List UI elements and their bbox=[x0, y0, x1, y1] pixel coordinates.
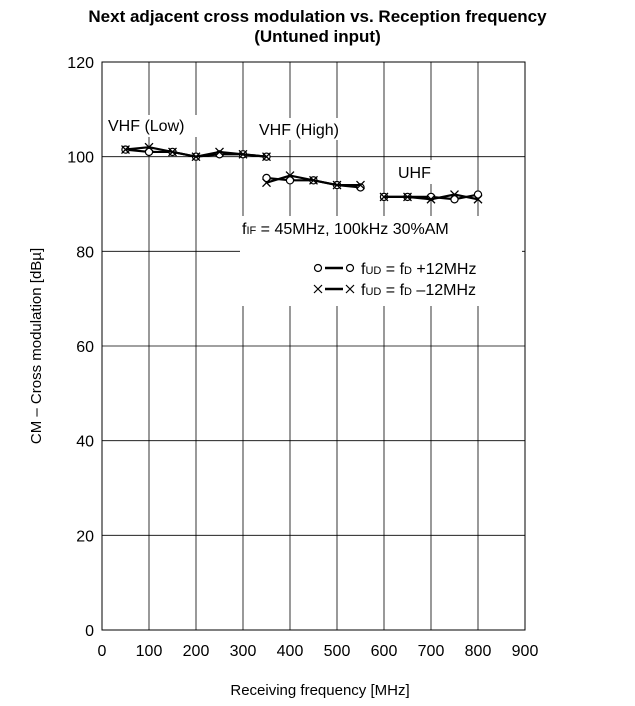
data-point-circle bbox=[144, 147, 154, 157]
data-point-x bbox=[191, 152, 201, 162]
grid-lines bbox=[102, 62, 525, 630]
y-tick-label: 80 bbox=[76, 244, 94, 261]
data-point-x bbox=[215, 147, 224, 157]
if-annotation: fIF = 45MHz, 100kHz 30%AM bbox=[242, 221, 449, 238]
data-point-x bbox=[450, 190, 459, 199]
data-point-x bbox=[356, 180, 365, 190]
data-point-circle bbox=[473, 190, 483, 199]
x-axis-label: Receiving frequency [MHz] bbox=[230, 682, 409, 699]
series-minus-12mhz bbox=[121, 142, 483, 204]
series-group bbox=[121, 142, 483, 204]
x-tick-label: 100 bbox=[136, 643, 163, 660]
tick-labels: 0 100 200 300 400 500 600 700 800 900 0 20 40 60 80 100… bbox=[67, 55, 538, 660]
legend-x-marker-2 bbox=[345, 284, 355, 294]
y-tick-label: 40 bbox=[76, 434, 94, 451]
y-tick-label: 20 bbox=[76, 528, 94, 545]
legend-circle-marker-2 bbox=[345, 263, 355, 273]
data-point-x bbox=[426, 194, 436, 204]
data-point-x bbox=[379, 192, 389, 202]
x-tick-label: 300 bbox=[230, 643, 257, 660]
x-tick-label: 900 bbox=[512, 643, 539, 660]
x-tick-label: 500 bbox=[324, 643, 351, 660]
axes bbox=[101, 61, 526, 631]
x-tick-label: 400 bbox=[277, 643, 304, 660]
if-f: f bbox=[242, 221, 247, 238]
data-point-x bbox=[473, 194, 483, 204]
band-label-vhf-low: VHF (Low) bbox=[108, 118, 184, 135]
x-tick-label: 600 bbox=[371, 643, 398, 660]
y-tick-label: 0 bbox=[85, 623, 94, 640]
data-point-x bbox=[144, 142, 154, 152]
band-label-uhf: UHF bbox=[398, 165, 431, 182]
chart-title: Next adjacent cross modulation vs. Recep… bbox=[88, 7, 547, 26]
data-point-x bbox=[262, 152, 271, 162]
data-point-x bbox=[403, 192, 412, 202]
plot-border bbox=[101, 61, 526, 631]
band-label-vhf-high: VHF (High) bbox=[259, 122, 339, 139]
data-point-x bbox=[121, 145, 130, 155]
legend: fUD = fD +12MHz fUD = fD –12MHz bbox=[313, 261, 476, 299]
x-tick-label: 200 bbox=[183, 643, 210, 660]
data-point-x bbox=[309, 175, 318, 185]
data-point-x bbox=[332, 180, 342, 190]
y-axis-label: CM – Cross modulation [dBµ] bbox=[28, 248, 45, 444]
x-tick-label: 800 bbox=[465, 643, 492, 660]
y-tick-label: 60 bbox=[76, 339, 94, 356]
data-point-x bbox=[168, 147, 177, 157]
x-tick-label: 0 bbox=[98, 643, 107, 660]
if-rest: = 45MHz, 100kHz 30%AM bbox=[256, 221, 449, 238]
label-background bbox=[105, 115, 522, 306]
legend-entry-plus: fUD = fD +12MHz bbox=[361, 261, 476, 278]
data-point-x bbox=[262, 178, 271, 188]
data-point-x bbox=[238, 149, 248, 159]
x-tick-label: 700 bbox=[418, 643, 445, 660]
if-subscript: IF bbox=[246, 225, 256, 237]
legend-circle-marker bbox=[313, 263, 323, 273]
data-point-circle bbox=[450, 195, 459, 204]
y-tick-label: 100 bbox=[67, 150, 94, 167]
chart-subtitle: (Untuned input) bbox=[254, 27, 381, 46]
legend-x-marker bbox=[313, 284, 323, 294]
y-tick-label: 120 bbox=[67, 55, 94, 72]
legend-entry-minus: fUD = fD –12MHz bbox=[361, 282, 476, 299]
data-point-x bbox=[285, 171, 295, 181]
